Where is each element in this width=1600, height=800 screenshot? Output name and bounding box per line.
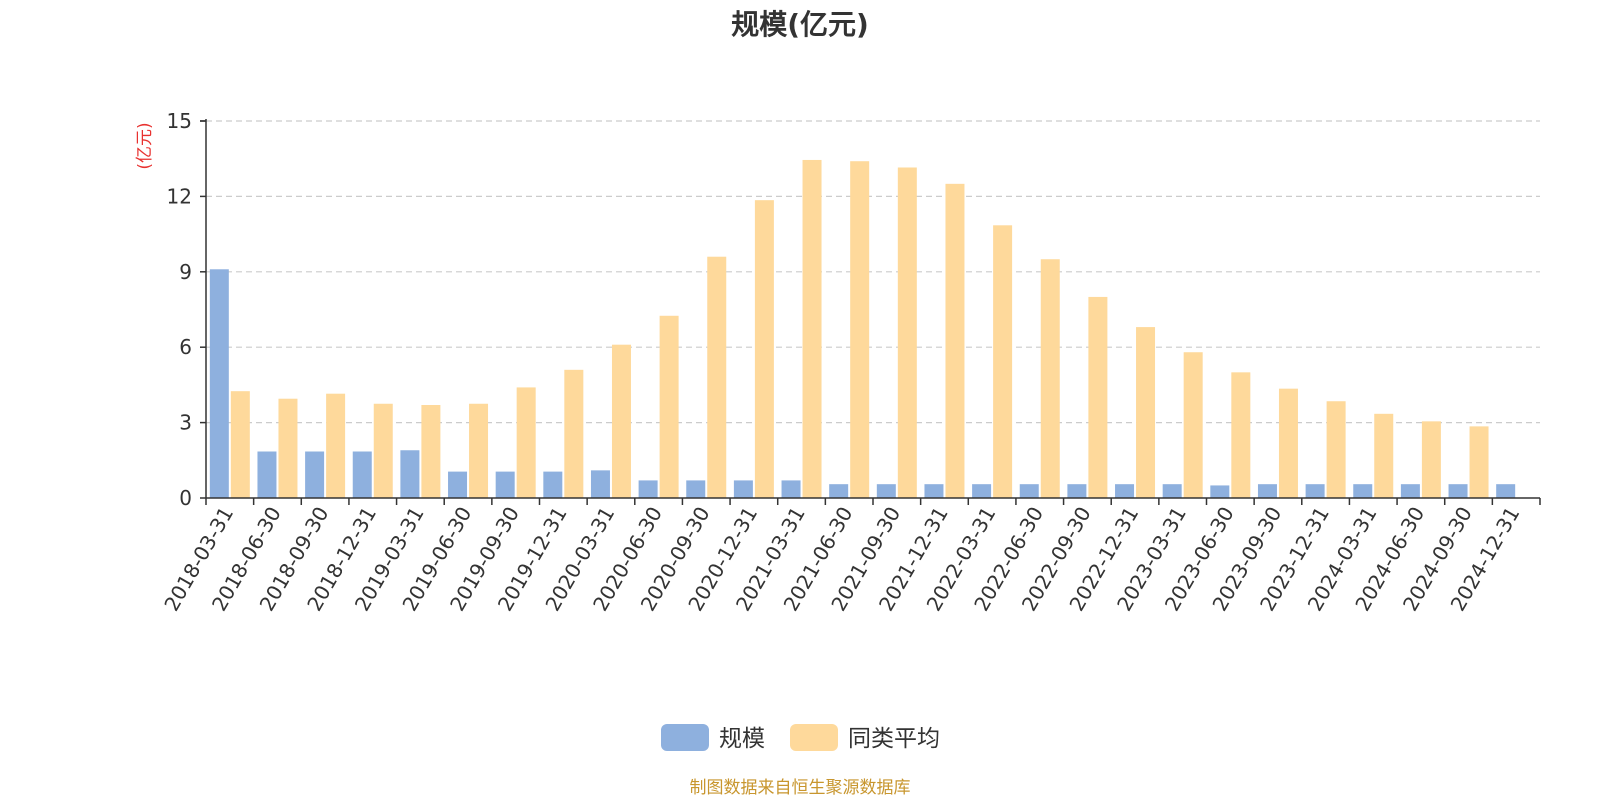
x-tick-labels: 2018-03-312018-06-302018-09-302018-12-31… — [159, 502, 1524, 615]
bar-average[interactable] — [1231, 372, 1251, 498]
legend-swatch-average[interactable] — [790, 724, 838, 751]
bar-average[interactable] — [469, 403, 489, 498]
bar-average[interactable] — [659, 315, 679, 498]
bar-scale[interactable] — [829, 484, 849, 498]
bar-average[interactable] — [1088, 296, 1108, 498]
y-tick-label: 0 — [179, 486, 192, 510]
bar-average[interactable] — [707, 256, 727, 498]
bar-scale[interactable] — [1210, 485, 1230, 498]
bar-scale[interactable] — [1162, 484, 1182, 498]
bar-scale[interactable] — [257, 451, 277, 498]
bar-average[interactable] — [1183, 352, 1203, 498]
bar-average[interactable] — [1421, 421, 1441, 498]
bar-scale[interactable] — [448, 471, 468, 498]
grid-lines — [206, 120, 1540, 424]
bar-scale[interactable] — [972, 484, 992, 498]
y-tick-labels: 0 3 6 9 12 15 — [167, 109, 192, 510]
legend-label-scale[interactable]: 规模 — [719, 726, 765, 752]
bar-average[interactable] — [1136, 327, 1156, 498]
bar-scale[interactable] — [781, 480, 801, 498]
bar-average[interactable] — [993, 225, 1013, 498]
bars — [209, 159, 1516, 499]
legend[interactable]: 规模 同类平均 — [661, 724, 940, 752]
bar-average[interactable] — [850, 161, 870, 499]
bar-scale[interactable] — [1305, 484, 1325, 498]
bar-average[interactable] — [897, 167, 917, 498]
bar-scale[interactable] — [1067, 484, 1087, 498]
bar-average[interactable] — [945, 183, 965, 499]
bar-scale[interactable] — [590, 470, 610, 498]
bar-scale[interactable] — [209, 269, 229, 498]
bar-average[interactable] — [278, 398, 298, 498]
bar-average[interactable] — [421, 405, 441, 498]
bar-average[interactable] — [1469, 426, 1489, 498]
source-note: 制图数据来自恒生聚源数据库 — [690, 778, 911, 798]
bar-average[interactable] — [1374, 413, 1394, 498]
bar-scale[interactable] — [1257, 484, 1277, 498]
bar-scale[interactable] — [543, 471, 563, 498]
chart-title: 规模(亿元) — [731, 8, 869, 41]
bar-scale[interactable] — [400, 450, 420, 498]
y-tick-label: 3 — [179, 411, 192, 435]
bar-average[interactable] — [373, 403, 393, 498]
bar-scale[interactable] — [352, 451, 372, 498]
legend-swatch-scale[interactable] — [661, 724, 709, 751]
bar-average[interactable] — [611, 344, 631, 498]
bar-average[interactable] — [802, 159, 822, 498]
bar-scale[interactable] — [305, 451, 325, 498]
y-tick-label: 6 — [179, 335, 192, 359]
bar-average[interactable] — [326, 393, 346, 498]
y-tick-label: 12 — [167, 184, 192, 208]
bar-scale[interactable] — [733, 480, 753, 498]
bar-scale[interactable] — [686, 480, 706, 498]
bar-scale[interactable] — [924, 484, 944, 498]
bar-scale[interactable] — [495, 471, 515, 498]
bar-average[interactable] — [1040, 259, 1060, 498]
legend-label-average[interactable]: 同类平均 — [848, 726, 940, 752]
bar-scale[interactable] — [638, 480, 658, 498]
y-tick-label: 9 — [179, 260, 192, 284]
bar-average[interactable] — [1326, 401, 1346, 498]
bar-average[interactable] — [1278, 388, 1298, 498]
bar-average[interactable] — [754, 200, 774, 499]
bar-average[interactable] — [564, 369, 584, 498]
y-axis-label: (亿元) — [135, 122, 155, 169]
bar-scale[interactable] — [1400, 484, 1420, 498]
bar-scale[interactable] — [1353, 484, 1373, 498]
y-tick-label: 15 — [167, 109, 192, 133]
axes — [200, 119, 1541, 505]
bar-scale[interactable] — [1019, 484, 1039, 498]
bar-scale[interactable] — [1448, 484, 1468, 498]
bar-scale[interactable] — [1115, 484, 1135, 498]
bar-scale[interactable] — [876, 484, 896, 498]
bar-average[interactable] — [230, 391, 250, 498]
bar-average[interactable] — [516, 387, 536, 498]
bar-scale[interactable] — [1496, 484, 1516, 498]
